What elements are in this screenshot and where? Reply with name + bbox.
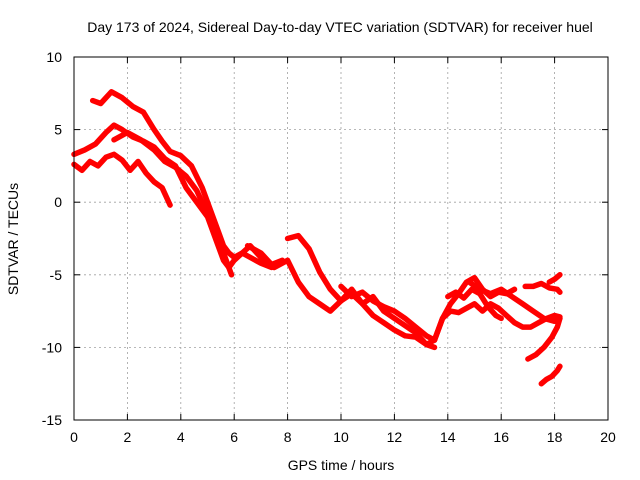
y-axis-label: SDTVAR / TECUs: [5, 183, 21, 295]
axis-ticks: [73, 56, 609, 421]
y-tick-label: -15: [42, 412, 62, 428]
x-tick-label: 16: [493, 429, 509, 445]
satellite-trace-9: [445, 286, 504, 322]
x-tick-labels: 0 2 4 6 8 10 12 14 16 18 20: [70, 429, 616, 445]
satellite-trace-6: [284, 232, 438, 351]
x-tick-label: 2: [124, 429, 132, 445]
satellite-trace-4: [111, 129, 235, 278]
y-tick-label: 0: [54, 194, 62, 210]
x-tick-label: 6: [230, 429, 238, 445]
chart-title: Day 173 of 2024, Sidereal Day-to-day VTE…: [87, 19, 593, 35]
x-tick-label: 4: [177, 429, 185, 445]
satellite-trace-13: [538, 363, 563, 387]
satellite-trace-1: [89, 89, 286, 268]
satellite-trace-14: [546, 272, 563, 285]
x-tick-label: 12: [387, 429, 403, 445]
x-tick-label: 0: [70, 429, 78, 445]
x-tick-label: 14: [440, 429, 456, 445]
satellite-trace-3: [71, 151, 173, 208]
y-tick-label: 10: [46, 49, 62, 65]
x-tick-label: 20: [600, 429, 616, 445]
data-traces: [71, 89, 563, 387]
satellite-trace-12: [525, 315, 563, 362]
satellite-trace-8: [431, 301, 563, 343]
grid-lines: [74, 57, 608, 420]
x-tick-label: 18: [547, 429, 563, 445]
y-tick-labels: 10 5 0 -5 -10 -15: [42, 49, 62, 428]
y-tick-label: -10: [42, 339, 62, 355]
y-tick-label: 5: [54, 122, 62, 138]
satellite-trace-2: [71, 122, 275, 271]
satellite-trace-10: [466, 279, 563, 325]
satellite-trace-11: [522, 280, 563, 295]
x-axis-label: GPS time / hours: [288, 457, 395, 473]
x-tick-label: 10: [333, 429, 349, 445]
x-tick-label: 8: [284, 429, 292, 445]
y-tick-label: -5: [50, 267, 63, 283]
